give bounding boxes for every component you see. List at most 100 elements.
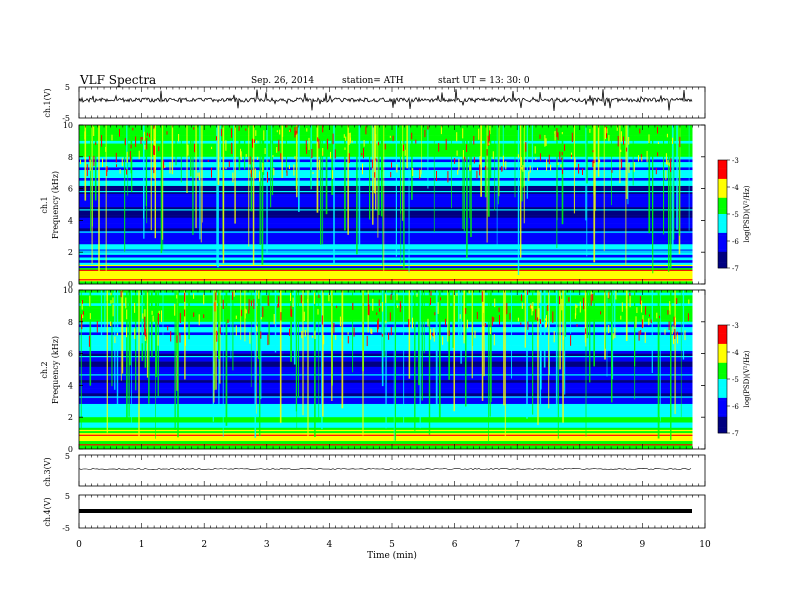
spectrogram-speckle — [260, 317, 262, 320]
spectrogram-speckle — [254, 168, 256, 179]
spectrogram-band — [79, 132, 693, 136]
spectrogram-spike — [585, 125, 587, 221]
spectrogram-speckle — [626, 147, 628, 152]
spectrogram-spike — [322, 125, 324, 245]
spectrogram-band — [79, 162, 693, 166]
spectrogram-speckle — [365, 126, 367, 135]
spectrogram-speckle — [623, 136, 624, 145]
spectrogram-speckle — [134, 303, 136, 313]
spectrogram-spike — [573, 125, 575, 214]
spectrogram-spike — [586, 125, 588, 184]
spectrogram-speckle — [278, 296, 280, 307]
spectrogram-band — [79, 209, 693, 213]
spectrogram-spike — [347, 125, 349, 235]
spectrogram-speckle — [126, 309, 128, 320]
spectrogram-spike — [259, 290, 261, 437]
spectrogram-speckle — [564, 144, 565, 151]
spectrogram-speckle — [372, 298, 374, 311]
ch2-frequency-ytick-label: 4 — [68, 381, 73, 390]
spectrogram-speckle — [110, 321, 112, 326]
spectrogram-spike — [651, 290, 653, 373]
spectrogram-speckle — [614, 327, 616, 339]
spectrogram-spike — [307, 290, 309, 438]
spectrogram-speckle — [484, 323, 486, 327]
spectrogram-spike — [154, 125, 156, 239]
spectrogram-speckle — [311, 149, 313, 158]
spectrogram-speckle — [489, 126, 491, 135]
spectrogram-spike — [279, 290, 282, 423]
spectrogram-speckle — [371, 159, 373, 169]
spectrogram-line — [79, 191, 693, 193]
spectrogram-speckle — [538, 308, 540, 319]
spectrogram-speckle — [290, 292, 291, 301]
spectrogram-spike — [605, 290, 606, 349]
colorbar-segment — [718, 173, 727, 177]
colorbar-segment — [718, 333, 727, 337]
spectrogram-speckle — [250, 170, 252, 174]
ch1-frequency-ytick-label: 6 — [68, 185, 73, 194]
spectrogram-speckle — [625, 305, 627, 309]
spectrogram-speckle — [430, 328, 432, 340]
spectrogram-speckle — [220, 128, 222, 137]
spectrogram-speckle — [656, 312, 658, 319]
spectrogram-band — [79, 244, 693, 248]
spectrogram-spike — [200, 125, 202, 243]
spectrogram-spike — [548, 290, 550, 409]
spectrogram-band — [79, 212, 693, 216]
spectrogram-speckle — [473, 157, 475, 164]
spectrogram-speckle — [404, 149, 406, 156]
spectrogram-speckle — [537, 335, 539, 347]
spectrogram-speckle — [468, 290, 470, 294]
spectrogram-speckle — [157, 313, 159, 325]
spectrogram-spike — [192, 125, 194, 235]
spectrogram-speckle — [389, 135, 391, 138]
spectrogram-speckle — [553, 331, 555, 343]
spectrogram-speckle — [219, 327, 221, 334]
spectrogram-speckle — [674, 328, 676, 339]
spectrogram-speckle — [250, 300, 252, 307]
spectrogram-spike — [374, 125, 376, 194]
spectrogram-speckle — [158, 146, 160, 152]
spectrogram-spike — [150, 125, 152, 231]
spectrogram-band — [79, 427, 693, 431]
spectrogram-band — [79, 159, 693, 163]
spectrogram-speckle — [438, 143, 440, 152]
spectrogram-speckle — [313, 292, 315, 304]
spectrogram-spike — [460, 290, 462, 364]
colorbar-segment — [718, 192, 727, 196]
spectrogram-spike — [564, 290, 566, 395]
spectrogram-speckle — [203, 293, 205, 305]
spectrogram-spike — [217, 125, 219, 268]
spectrogram-spike — [593, 125, 596, 263]
spectrogram-speckle — [112, 297, 114, 304]
spectrogram-speckle — [335, 335, 337, 340]
colorbar-segment — [718, 238, 727, 242]
spectrogram-spike — [680, 290, 682, 417]
spectrogram-speckle — [225, 140, 227, 151]
spectrogram-speckle — [547, 305, 549, 311]
spectrogram-band — [79, 140, 693, 144]
spectrogram-spike — [611, 290, 613, 403]
spectrogram-speckle — [143, 137, 145, 141]
spectrogram-spike — [116, 290, 119, 411]
spectrogram-speckle — [456, 293, 458, 296]
spectrogram-spike — [381, 125, 383, 201]
spectrogram-spike — [130, 125, 132, 174]
colorbar-segment — [718, 208, 727, 212]
spectrogram-speckle — [412, 168, 414, 176]
colorbar-segment — [718, 187, 727, 190]
spectrogram-speckle — [256, 140, 258, 143]
spectrogram-speckle — [575, 303, 577, 316]
spectrogram-speckle — [378, 299, 380, 306]
spectrogram-speckle — [667, 310, 669, 315]
spectrogram-band — [79, 201, 693, 205]
spectrogram-speckle — [641, 319, 643, 329]
spectrogram-spike — [344, 125, 346, 231]
spectrogram-speckle — [488, 142, 490, 146]
spectrogram-speckle — [289, 128, 291, 133]
spectrogram-speckle — [672, 325, 674, 332]
spectrogram-spike — [244, 125, 246, 170]
time-tick-label: 3 — [264, 540, 270, 550]
spectrogram-spike — [369, 125, 371, 220]
spectrogram-speckle — [132, 127, 134, 131]
